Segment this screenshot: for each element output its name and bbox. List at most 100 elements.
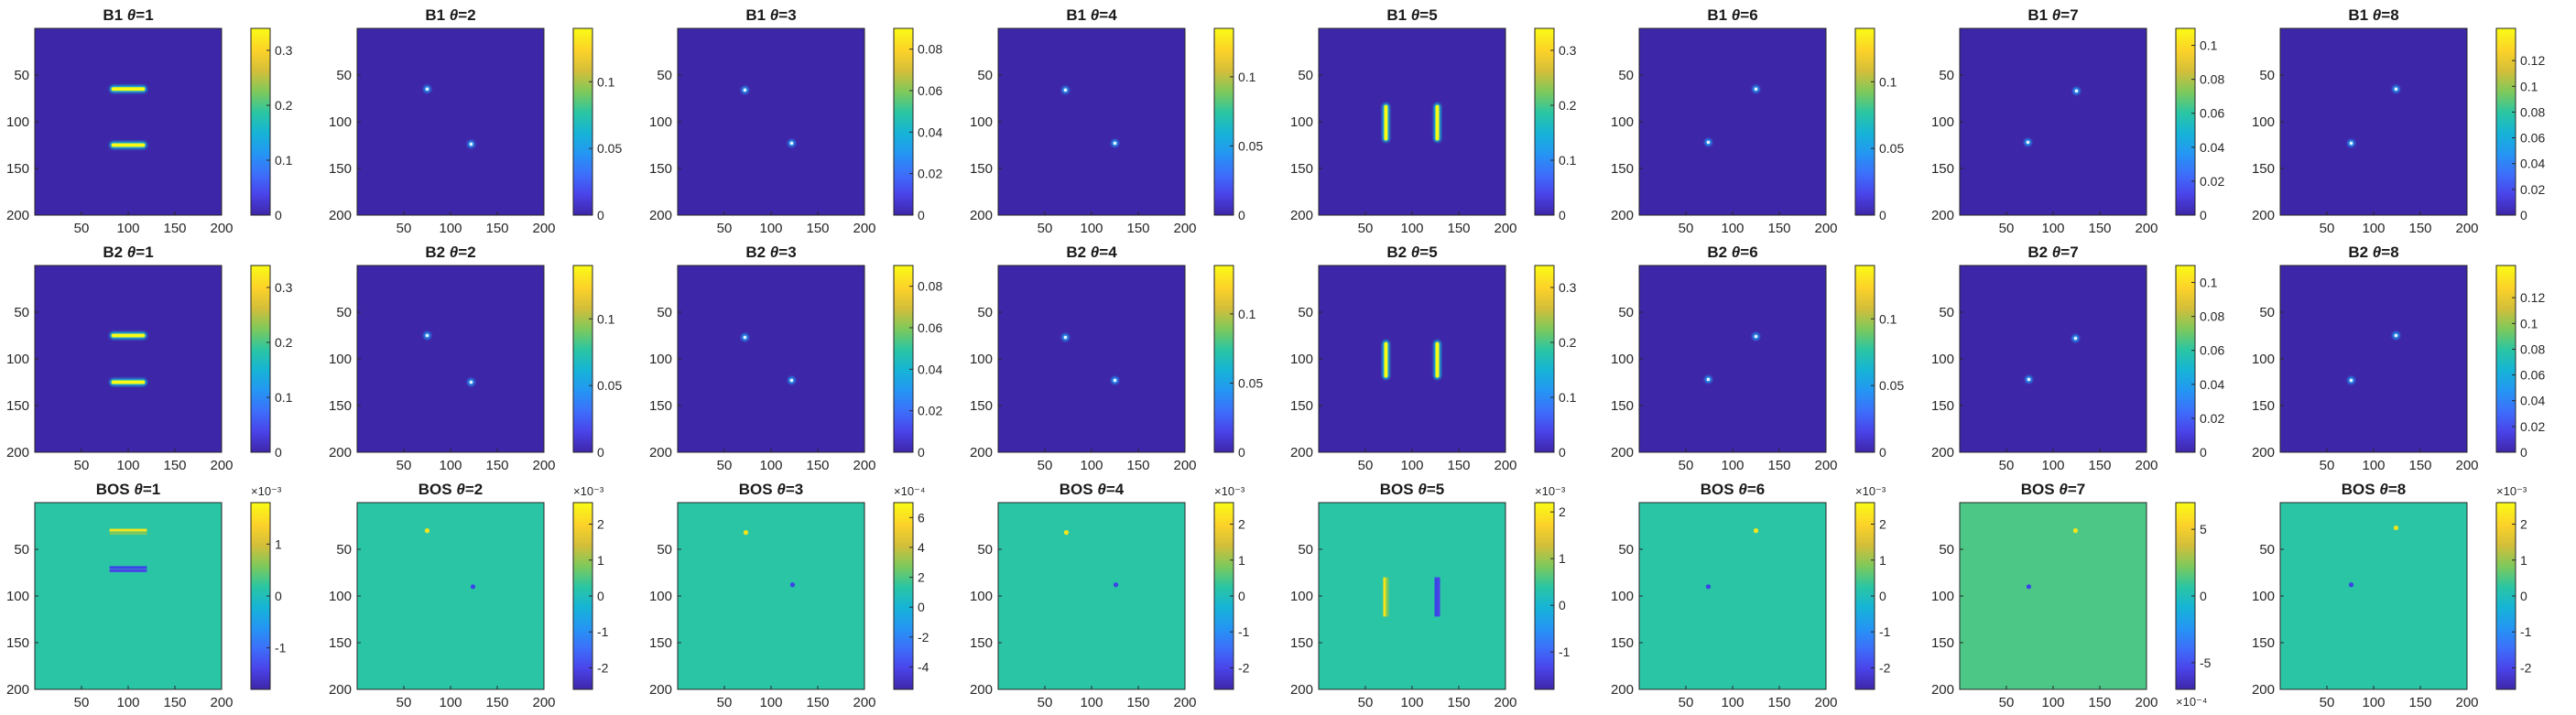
bar-right-edge xyxy=(1437,577,1440,617)
colorbar xyxy=(2176,503,2195,689)
y-tick-label: 50 xyxy=(1618,542,1634,558)
panel-bos-theta-4: BOS θ=4 50 100 150 200 50 100 150 200 -2 -1 0 1 2 ×10⁻… xyxy=(970,481,1250,710)
colorbar-exponent: ×10⁻⁴ xyxy=(2176,695,2208,709)
negative-point xyxy=(1113,582,1119,588)
colorbar-frame xyxy=(1213,27,1234,216)
panel-b1-theta-2: B1 θ=2 50 100 150 200 50 100 150 200 0 0.05 0.1 xyxy=(329,6,622,236)
panel-b1-theta-7: B1 θ=7 50 100 150 200 50 100 150 200 0 0.02 0.04 0.0… xyxy=(1931,6,2224,236)
colorbar-exponent: ×10⁻⁴ xyxy=(894,484,926,498)
colorbar xyxy=(894,503,913,689)
x-tick-label: 150 xyxy=(1447,695,1470,710)
x-tick-label: 150 xyxy=(485,458,508,473)
x-tick-label: 50 xyxy=(1358,458,1374,473)
heatmap-background xyxy=(1960,28,2147,215)
colorbar-tick-label: -2 xyxy=(1238,660,1250,675)
y-tick-label: 200 xyxy=(2252,208,2275,223)
colorbar-tick-label: 0 xyxy=(275,445,282,460)
panel-title: B2 θ=3 xyxy=(745,244,796,261)
heatmap-features xyxy=(2348,525,2399,588)
colorbar-tick-label: 0 xyxy=(1559,598,1566,612)
heatmap-features xyxy=(424,528,476,590)
point-core xyxy=(425,333,429,338)
y-tick-label: 150 xyxy=(649,161,672,177)
colorbar-tick-label: 0.05 xyxy=(1238,375,1263,390)
y-tick-label: 50 xyxy=(14,542,29,558)
panel-b1-theta-4: B1 θ=4 50 100 150 200 50 100 150 200 0 0.05 0.1 xyxy=(970,6,1263,236)
y-tick-label: 50 xyxy=(657,305,672,320)
point-core xyxy=(743,88,747,92)
colorbar-frame xyxy=(2175,27,2196,216)
y-tick-label: 50 xyxy=(1298,542,1313,558)
point-core xyxy=(469,380,473,385)
colorbar-tick-label: 0.05 xyxy=(597,378,622,393)
x-tick-label: 150 xyxy=(2088,695,2111,710)
colorbar-tick-label: -2 xyxy=(597,660,609,675)
y-tick-label: 50 xyxy=(1618,305,1634,320)
x-tick-label: 50 xyxy=(2320,695,2335,710)
bar-core xyxy=(111,380,146,385)
y-tick-label: 200 xyxy=(2252,682,2275,698)
point-core xyxy=(2026,140,2030,145)
colorbar-exponent: ×10⁻³ xyxy=(1855,484,1886,498)
x-tick-label: 200 xyxy=(2455,458,2478,473)
y-tick-label: 200 xyxy=(329,445,352,460)
y-tick-label: 50 xyxy=(977,68,993,83)
x-tick-label: 100 xyxy=(1721,221,1744,236)
colorbar xyxy=(2496,265,2516,452)
heatmap-features xyxy=(2026,528,2079,590)
colorbar-tick-label: 5 xyxy=(2200,522,2207,536)
heatmap-features xyxy=(1704,332,1760,384)
x-tick-label: 200 xyxy=(1814,695,1837,710)
panel-b1-theta-1: B1 θ=1 50 100 150 200 50 100 150 200 0 0.1 0.2 0.3 xyxy=(6,6,293,236)
heatmap-features xyxy=(1382,103,1441,143)
colorbar-tick-label: 0.02 xyxy=(918,404,942,418)
colorbar-tick-label: -4 xyxy=(918,660,929,675)
colorbar-tick-label: 0.05 xyxy=(597,141,622,156)
point-core xyxy=(425,87,429,92)
y-tick-label: 150 xyxy=(1611,161,1634,177)
colorbar-tick-label: 0 xyxy=(1879,589,1886,603)
x-tick-label: 100 xyxy=(116,458,139,473)
colorbar-frame xyxy=(1534,27,1555,216)
colorbar-frame xyxy=(1854,27,1875,216)
heatmap-features xyxy=(1061,86,1119,147)
y-tick-label: 200 xyxy=(6,445,29,460)
x-tick-label: 150 xyxy=(2088,221,2111,236)
y-tick-label: 50 xyxy=(1618,68,1634,83)
y-tick-label: 200 xyxy=(649,682,672,698)
colorbar-tick-label: 0.1 xyxy=(2520,316,2538,330)
colorbar-frame xyxy=(250,265,271,453)
x-tick-label: 50 xyxy=(717,695,733,710)
x-tick-label: 100 xyxy=(116,221,139,236)
colorbar-tick-label: 0.06 xyxy=(2200,106,2224,121)
colorbar-tick-label: 0.1 xyxy=(1559,153,1577,168)
x-tick-label: 100 xyxy=(2041,458,2064,473)
colorbar xyxy=(1214,28,1234,215)
x-tick-label: 50 xyxy=(74,221,90,236)
colorbar xyxy=(2496,503,2516,689)
colorbar-tick-label: 0 xyxy=(1238,589,1245,603)
colorbar-tick-label: 0.02 xyxy=(2200,411,2224,426)
colorbar-tick-label: 0.1 xyxy=(1879,74,1897,89)
y-tick-label: 100 xyxy=(970,114,993,130)
y-tick-label: 200 xyxy=(329,208,352,223)
heatmap-features xyxy=(1705,528,1759,590)
panel-title: B1 θ=4 xyxy=(1066,6,1117,24)
x-tick-label: 200 xyxy=(1173,221,1196,236)
colorbar-tick-label: 0.1 xyxy=(597,74,615,89)
y-tick-label: 150 xyxy=(329,398,352,414)
panel-title: BOS θ=8 xyxy=(2342,481,2406,498)
point-core xyxy=(2073,336,2078,341)
colorbar xyxy=(1535,28,1554,215)
heatmap-background xyxy=(678,503,864,689)
colorbar-tick-label: 0 xyxy=(2200,208,2207,222)
y-tick-label: 100 xyxy=(1290,352,1313,367)
heatmap-background xyxy=(998,28,1185,215)
y-tick-label: 200 xyxy=(970,208,993,223)
y-tick-label: 200 xyxy=(1290,682,1313,698)
y-tick-label: 100 xyxy=(649,589,672,604)
colorbar-tick-label: -1 xyxy=(1559,645,1571,659)
x-tick-label: 50 xyxy=(1358,695,1374,710)
x-tick-label: 200 xyxy=(1494,458,1516,473)
colorbar-tick-label: 0.1 xyxy=(597,311,615,326)
